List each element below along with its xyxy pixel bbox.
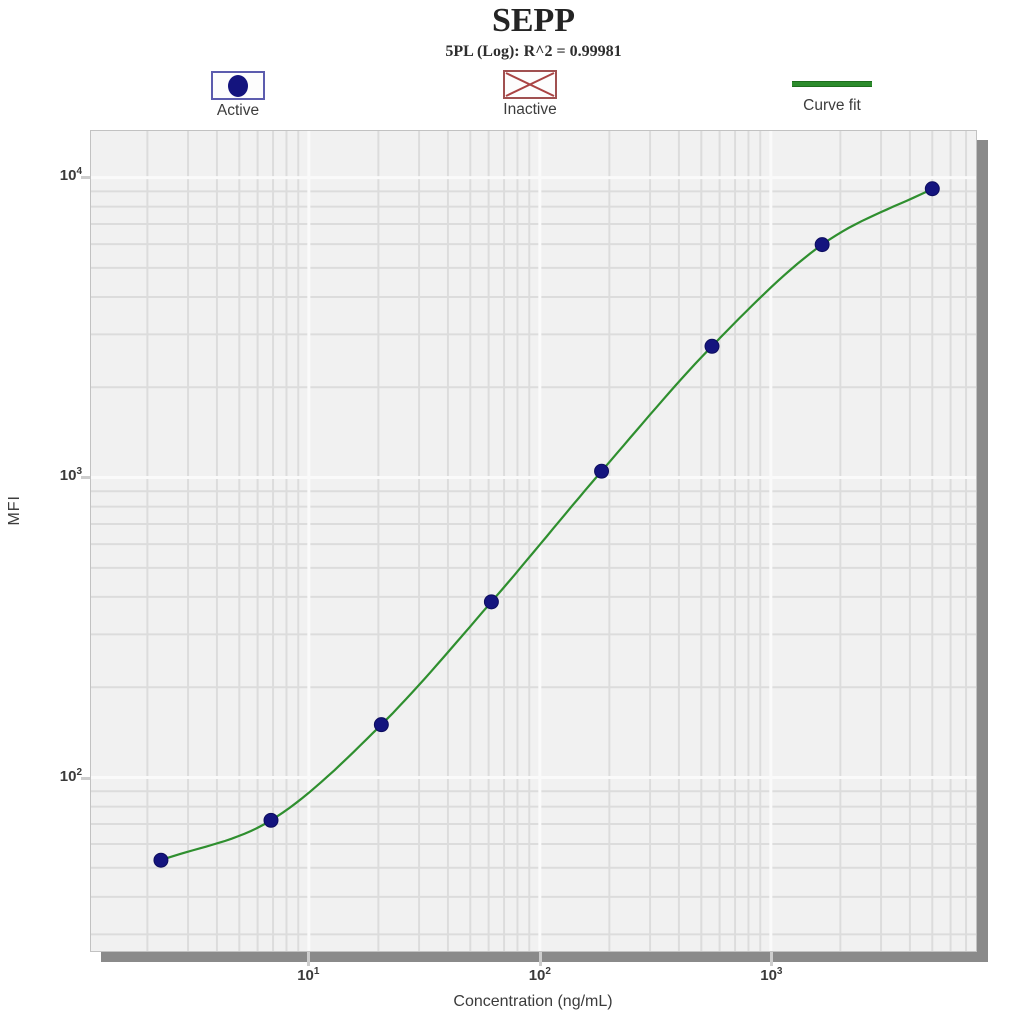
y-axis-tick [81, 777, 90, 781]
y-tick-label: 104 [59, 165, 82, 184]
legend-label-inactive: Inactive [503, 101, 557, 118]
active-data-point [704, 338, 720, 354]
active-data-point [814, 237, 830, 253]
legend-label-curvefit: Curve fit [803, 97, 861, 114]
active-data-point [483, 594, 499, 610]
chart-subtitle: 5PL (Log): R^2 = 0.99981 [445, 43, 622, 60]
curve-fit-line-icon [792, 81, 872, 87]
legend-label-active: Active [216, 102, 260, 119]
inactive-marker-icon [503, 70, 557, 99]
x-axis-tick [538, 952, 542, 966]
legend-item-active[interactable]: Active [198, 71, 278, 120]
active-data-point [263, 812, 279, 828]
active-marker-icon [211, 71, 265, 100]
y-tick-label: 102 [59, 767, 82, 786]
chart-title: SEPP [491, 2, 576, 39]
y-tick-label: 103 [59, 466, 82, 485]
legend-item-curvefit[interactable]: Curve fit [782, 70, 882, 115]
plot-svg [91, 131, 976, 951]
plot-area [90, 130, 977, 952]
x-axis-tick [307, 952, 311, 966]
legend-item-inactive[interactable]: Inactive [490, 70, 570, 119]
y-axis-title: MFI [6, 495, 23, 526]
x-axis-title: Concentration (ng/mL) [453, 993, 613, 1010]
x-tick-label: 101 [297, 966, 320, 984]
y-axis-tick [81, 175, 90, 179]
inactive-x-icon [505, 72, 555, 97]
x-tick-label: 102 [528, 966, 551, 984]
active-data-point [924, 181, 940, 197]
active-data-point [594, 463, 610, 479]
active-data-point [153, 852, 169, 868]
x-tick-label: 103 [760, 966, 783, 984]
curve-fit-path [160, 187, 933, 862]
y-axis-tick [81, 476, 90, 480]
x-axis-tick [770, 952, 774, 966]
active-data-point [373, 717, 389, 733]
active-dot-icon [228, 74, 248, 97]
